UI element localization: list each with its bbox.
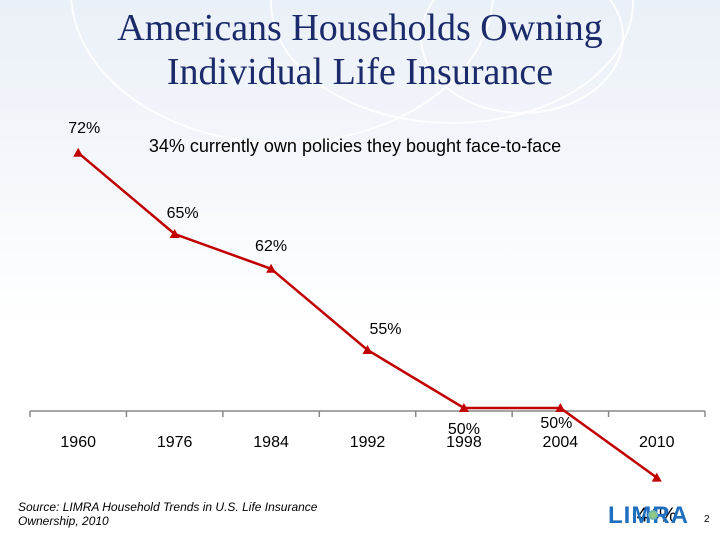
x-tick-label-1998: 1998 <box>446 434 482 451</box>
x-tick-label-2004: 2004 <box>543 434 579 451</box>
limra-logo: LIMRA <box>608 502 689 530</box>
x-tick-label-1984: 1984 <box>253 434 289 451</box>
data-label-1984: 62% <box>255 238 287 255</box>
title-line-1: Americans Households Owning <box>117 7 603 49</box>
x-tick-label-1992: 1992 <box>350 434 386 451</box>
x-tick-label-1976: 1976 <box>157 434 193 451</box>
slide-title: Americans Households Owning Individual L… <box>0 6 720 94</box>
x-tick-label-2010: 2010 <box>639 434 675 451</box>
data-point-1984 <box>266 263 277 273</box>
data-label-1960: 72% <box>68 120 100 137</box>
data-point-1998 <box>458 403 469 412</box>
data-point-1992 <box>362 345 373 354</box>
data-point-1976 <box>169 229 180 238</box>
title-line-2: Individual Life Insurance <box>166 51 554 93</box>
chart-subtitle: 34% currently own policies they bought f… <box>148 136 562 156</box>
x-tick-label-1960: 1960 <box>60 434 96 451</box>
logo-swirl-icon <box>648 510 658 520</box>
logo-text: LIMRA <box>608 502 689 529</box>
data-point-1960 <box>73 147 84 157</box>
data-label-1992: 55% <box>369 321 401 338</box>
data-label-1976: 65% <box>167 205 199 222</box>
data-label-1998: 50% <box>448 421 480 438</box>
data-label-2004: 50% <box>540 415 572 432</box>
page-number: 2 <box>704 514 710 525</box>
source-note: Source: LIMRA Household Trends in U.S. L… <box>18 500 318 528</box>
data-point-2010 <box>651 472 662 482</box>
data-point-2004 <box>555 403 566 412</box>
